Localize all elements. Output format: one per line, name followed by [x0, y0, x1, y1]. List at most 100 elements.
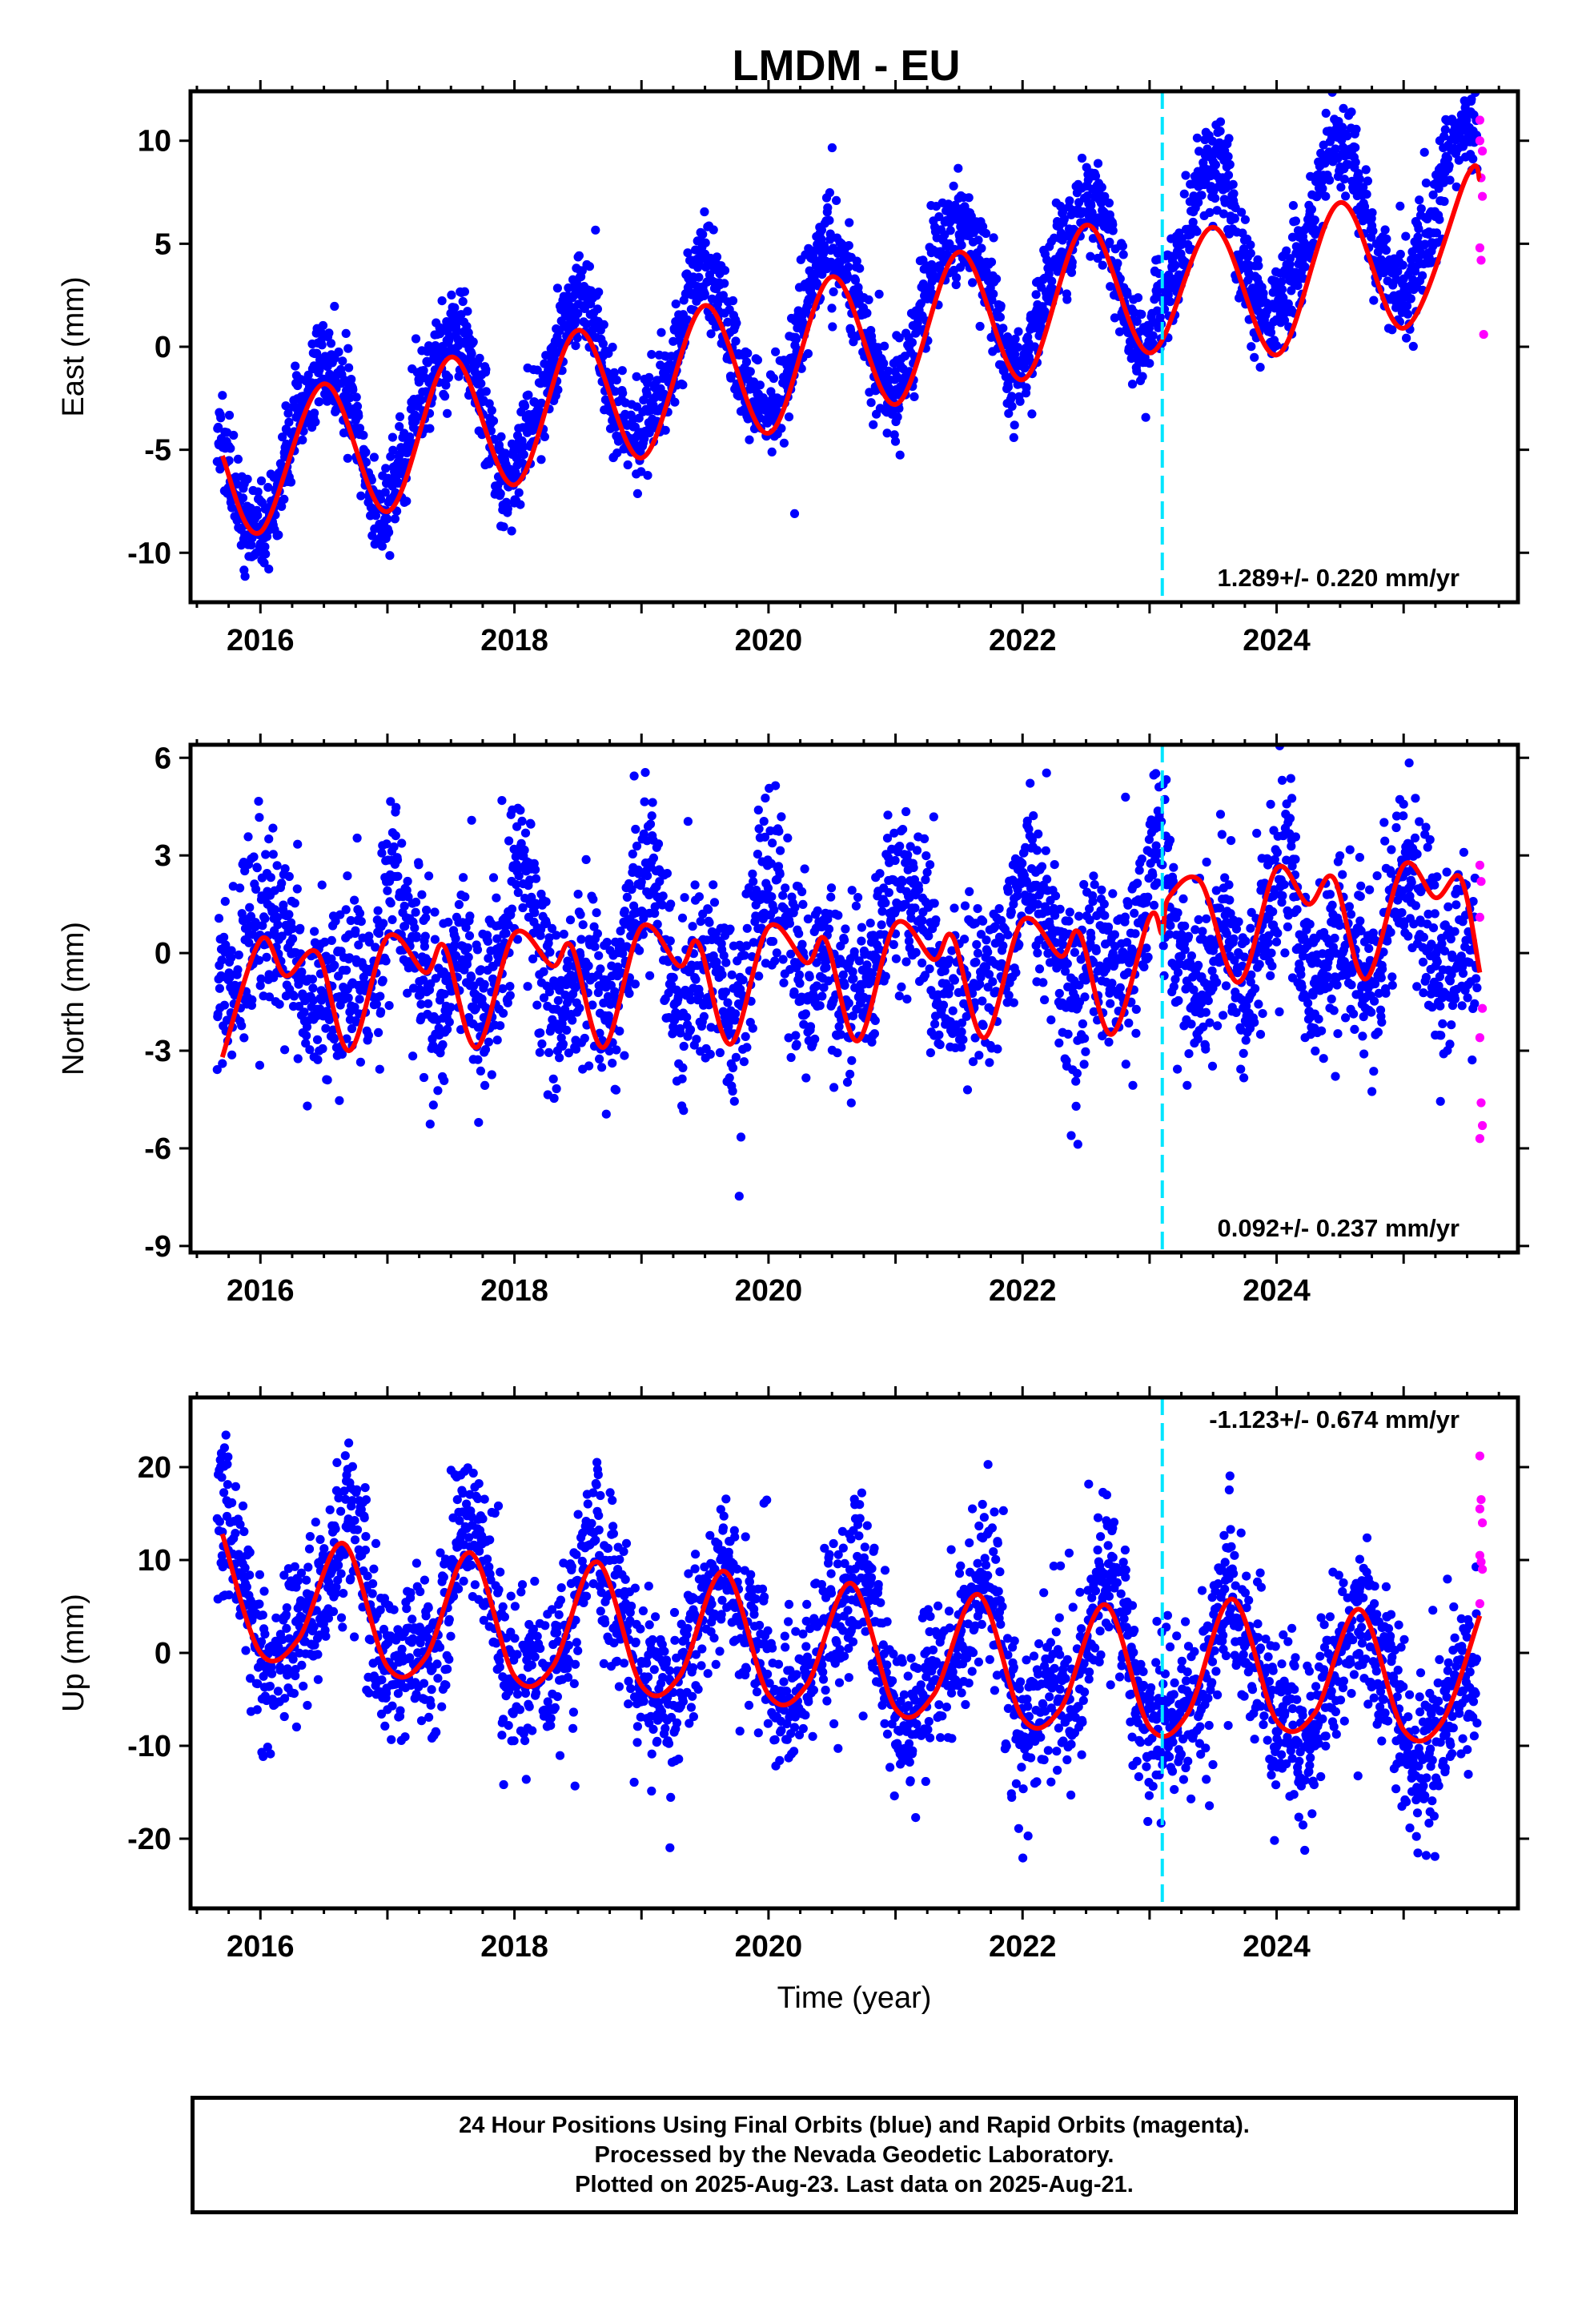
north-point	[444, 1017, 454, 1027]
north-point	[815, 1001, 825, 1011]
north-point	[463, 943, 472, 953]
east-point	[1395, 201, 1405, 211]
east-point	[608, 342, 617, 352]
north-point	[378, 975, 387, 985]
north-point	[653, 839, 664, 849]
east-point	[310, 408, 319, 418]
north-point	[313, 1055, 323, 1064]
east-point	[1093, 159, 1103, 168]
north-point	[563, 956, 572, 966]
north-point	[622, 892, 632, 902]
north-point	[444, 917, 453, 927]
east-point	[581, 320, 592, 329]
east-point	[487, 405, 496, 416]
east-point	[1192, 227, 1202, 236]
east-point	[284, 417, 294, 427]
east-point	[1452, 182, 1461, 191]
north-point	[624, 988, 634, 999]
east-rapid-point	[1477, 191, 1488, 201]
north-point	[643, 871, 652, 881]
north-point	[975, 979, 985, 989]
east-point	[1408, 341, 1418, 352]
north-point	[805, 1022, 816, 1031]
east-point	[383, 514, 392, 524]
east-point	[1086, 251, 1095, 261]
north-point	[680, 893, 689, 903]
north-point	[889, 939, 898, 950]
east-point	[1339, 103, 1348, 113]
north-point	[258, 921, 267, 931]
north-point	[341, 905, 351, 915]
north-point	[347, 1023, 357, 1034]
north-point	[754, 971, 764, 981]
east-point	[395, 412, 405, 422]
east-point	[1240, 215, 1250, 224]
east-point	[1170, 260, 1180, 270]
east-point	[975, 321, 985, 332]
north-point	[612, 1045, 621, 1055]
north-point	[1003, 930, 1013, 939]
north-point	[829, 1083, 839, 1092]
east-point	[683, 315, 693, 324]
north-point	[581, 854, 591, 864]
east-rate-label: 1.289+/- 0.220 mm/yr	[1218, 564, 1460, 592]
east-point	[998, 324, 1008, 333]
north-point	[256, 974, 266, 983]
north-point	[882, 834, 893, 843]
north-point	[544, 933, 554, 943]
east-point	[745, 367, 755, 376]
east-point	[402, 497, 412, 506]
north-point	[294, 1002, 304, 1011]
north-point	[993, 1044, 1002, 1054]
east-point	[779, 438, 789, 448]
east-point	[1321, 108, 1331, 118]
north-point	[925, 964, 934, 974]
east-point	[1382, 234, 1391, 243]
north-point	[302, 1031, 311, 1040]
north-point	[725, 1073, 734, 1083]
east-point	[387, 432, 397, 442]
north-point	[244, 938, 254, 947]
north-point	[403, 876, 412, 887]
north-point	[318, 1043, 327, 1054]
east-point	[338, 356, 347, 366]
east-point	[447, 290, 456, 300]
north-point	[350, 895, 359, 905]
east-point	[1237, 207, 1247, 217]
east-point	[1440, 125, 1450, 135]
east-point	[311, 417, 320, 427]
east-point	[894, 333, 904, 343]
north-point	[904, 936, 914, 946]
east-point	[1224, 134, 1234, 143]
north-point	[789, 987, 799, 997]
north-point	[496, 1021, 505, 1031]
east-point	[1228, 179, 1238, 189]
north-point	[376, 1007, 386, 1016]
north-point	[657, 900, 667, 910]
north-point	[917, 958, 927, 968]
east-point	[981, 228, 991, 239]
north-point	[528, 954, 538, 963]
east-point	[1239, 244, 1249, 254]
north-point	[214, 914, 224, 923]
north-point	[377, 848, 387, 858]
north-point	[840, 980, 849, 990]
east-point	[1114, 327, 1125, 336]
east-point	[670, 397, 680, 407]
east-point	[1207, 136, 1218, 146]
north-point	[1018, 858, 1027, 868]
east-point	[598, 339, 608, 348]
east-point	[1230, 214, 1239, 223]
north-point	[692, 1035, 701, 1044]
north-point	[803, 914, 813, 924]
north-point	[950, 903, 959, 913]
east-point	[291, 361, 300, 371]
north-point	[658, 891, 668, 901]
north-point	[268, 850, 278, 859]
east-point	[777, 424, 786, 433]
north-point	[443, 1024, 452, 1034]
east-point	[890, 436, 901, 446]
east-point	[632, 372, 641, 381]
east-point	[571, 341, 580, 351]
